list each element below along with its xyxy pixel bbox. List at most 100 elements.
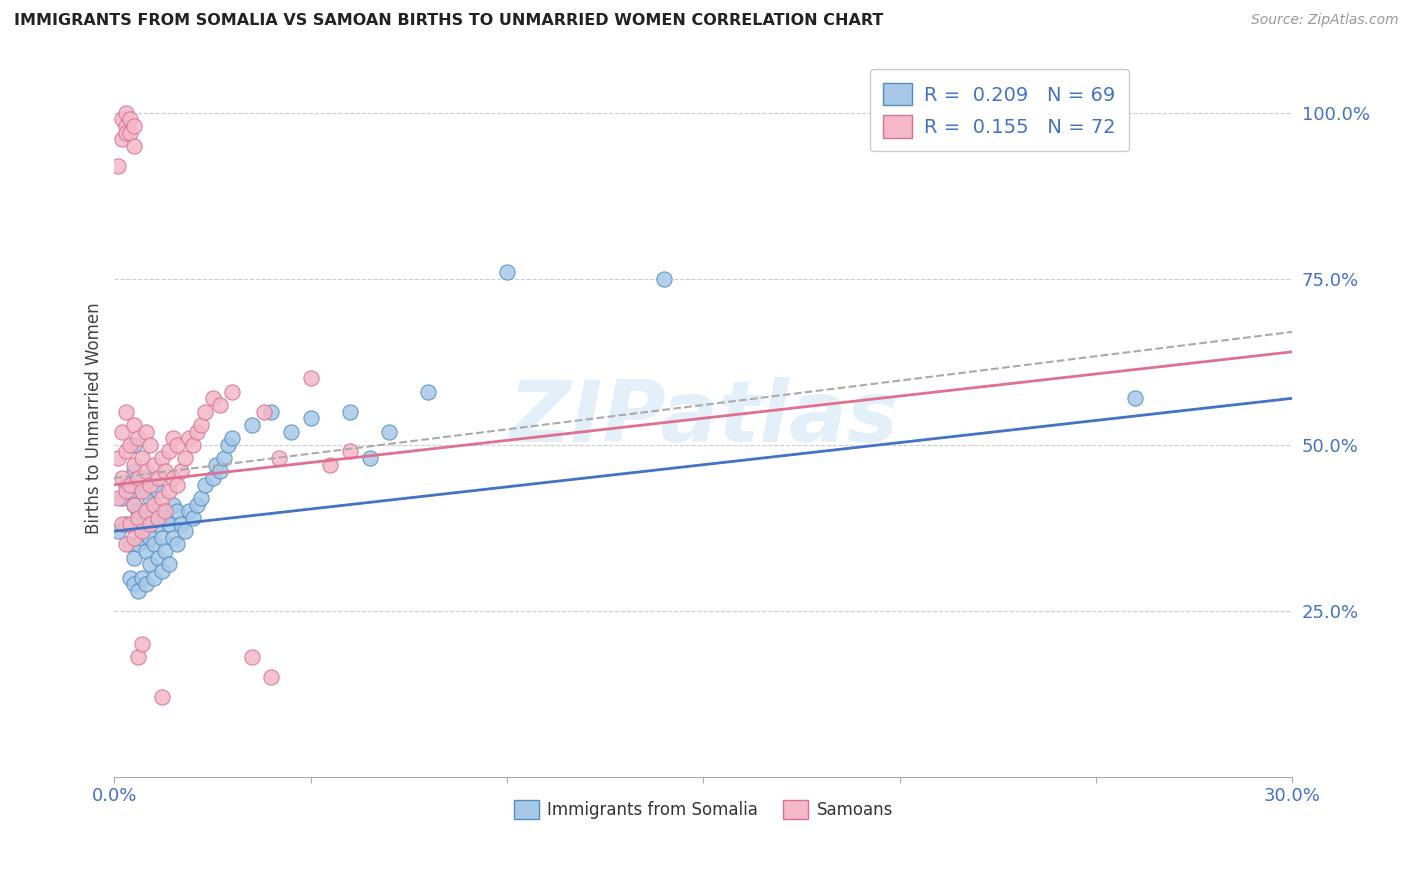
Point xyxy=(122,531,145,545)
Point xyxy=(120,537,142,551)
Point xyxy=(170,517,193,532)
Point xyxy=(127,504,149,518)
Point xyxy=(127,477,149,491)
Point xyxy=(190,417,212,432)
Point xyxy=(186,425,208,439)
Point xyxy=(115,105,138,120)
Point xyxy=(135,464,157,478)
Point xyxy=(201,471,224,485)
Point xyxy=(111,471,134,485)
Point xyxy=(146,511,169,525)
Point xyxy=(194,404,217,418)
Point xyxy=(181,511,204,525)
Point xyxy=(150,690,173,705)
Point xyxy=(111,491,134,505)
Point xyxy=(157,444,180,458)
Point xyxy=(177,504,200,518)
Point xyxy=(240,650,263,665)
Point xyxy=(115,517,138,532)
Point xyxy=(142,477,165,491)
Point xyxy=(111,112,134,127)
Point xyxy=(127,650,149,665)
Point xyxy=(115,537,138,551)
Point xyxy=(269,451,291,466)
Y-axis label: Births to Unmarried Women: Births to Unmarried Women xyxy=(86,302,103,534)
Point xyxy=(339,444,361,458)
Text: ZIPatlas: ZIPatlas xyxy=(508,376,898,459)
Point xyxy=(155,511,177,525)
Point xyxy=(378,425,401,439)
Text: Source: ZipAtlas.com: Source: ZipAtlas.com xyxy=(1251,13,1399,28)
Point xyxy=(120,438,142,452)
Point xyxy=(135,517,157,532)
Point xyxy=(107,524,129,538)
Point xyxy=(142,537,165,551)
Point xyxy=(131,471,153,485)
Point xyxy=(115,477,138,491)
Point xyxy=(111,132,134,146)
Point xyxy=(150,491,173,505)
Point xyxy=(122,464,145,478)
Point xyxy=(120,477,142,491)
Point xyxy=(139,558,162,572)
Point xyxy=(120,112,142,127)
Legend: Immigrants from Somalia, Samoans: Immigrants from Somalia, Samoans xyxy=(508,793,900,826)
Point xyxy=(115,404,138,418)
Point xyxy=(146,471,169,485)
Point xyxy=(166,537,188,551)
Point xyxy=(652,272,675,286)
Point xyxy=(122,417,145,432)
Point xyxy=(150,531,173,545)
Point xyxy=(146,550,169,565)
Point xyxy=(139,531,162,545)
Point xyxy=(122,139,145,153)
Point xyxy=(135,484,157,499)
Point xyxy=(174,451,197,466)
Point xyxy=(496,265,519,279)
Point xyxy=(131,504,153,518)
Point xyxy=(142,498,165,512)
Point xyxy=(131,451,153,466)
Point xyxy=(166,477,188,491)
Point xyxy=(131,531,153,545)
Point xyxy=(150,504,173,518)
Point xyxy=(157,484,180,499)
Point xyxy=(214,451,236,466)
Point xyxy=(131,524,153,538)
Point xyxy=(157,558,180,572)
Point xyxy=(107,159,129,173)
Point xyxy=(131,571,153,585)
Point xyxy=(111,517,134,532)
Point xyxy=(1123,392,1146,406)
Point xyxy=(146,517,169,532)
Point xyxy=(418,384,440,399)
Point xyxy=(122,498,145,512)
Point xyxy=(155,464,177,478)
Point xyxy=(135,425,157,439)
Point xyxy=(150,564,173,578)
Point xyxy=(111,425,134,439)
Point xyxy=(127,431,149,445)
Point xyxy=(122,119,145,133)
Point xyxy=(194,477,217,491)
Point xyxy=(162,431,184,445)
Point xyxy=(122,550,145,565)
Point xyxy=(135,544,157,558)
Point xyxy=(177,431,200,445)
Point xyxy=(139,491,162,505)
Point xyxy=(155,544,177,558)
Point xyxy=(299,411,322,425)
Text: IMMIGRANTS FROM SOMALIA VS SAMOAN BIRTHS TO UNMARRIED WOMEN CORRELATION CHART: IMMIGRANTS FROM SOMALIA VS SAMOAN BIRTHS… xyxy=(14,13,883,29)
Point xyxy=(122,498,145,512)
Point xyxy=(127,583,149,598)
Point xyxy=(162,531,184,545)
Point xyxy=(260,404,283,418)
Point xyxy=(120,517,142,532)
Point xyxy=(155,504,177,518)
Point xyxy=(120,126,142,140)
Point xyxy=(166,504,188,518)
Point xyxy=(115,484,138,499)
Point xyxy=(142,458,165,472)
Point xyxy=(209,464,232,478)
Point xyxy=(205,458,228,472)
